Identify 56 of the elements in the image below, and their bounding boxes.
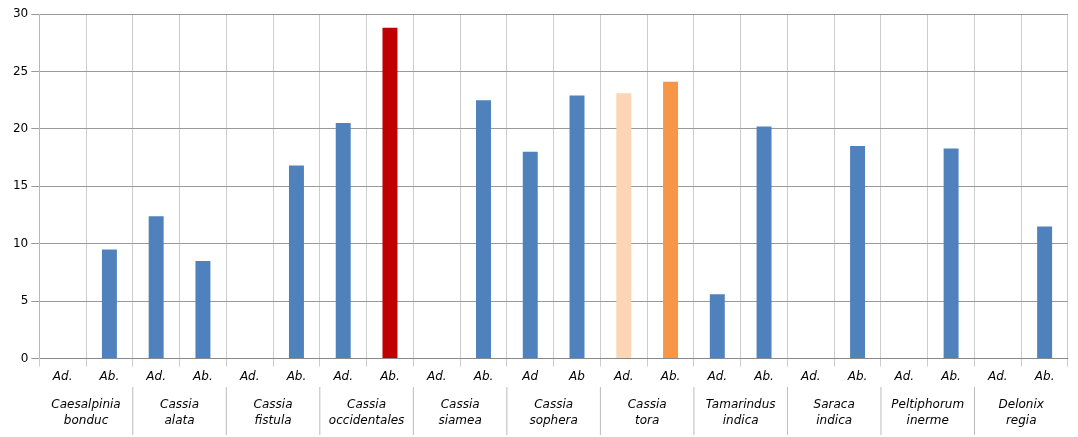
x-tick-label: Ab. [1033, 368, 1055, 383]
y-tick-label: 25 [12, 63, 29, 78]
text: Cassia siamea [438, 397, 482, 428]
bar [709, 294, 725, 359]
y-tick-label: 5 [20, 293, 29, 308]
x-tick-label: Ab. [753, 368, 774, 383]
bar [382, 27, 398, 359]
bar [663, 81, 679, 359]
y-tick-label: 10 [12, 235, 29, 250]
x-tick-label: Ad. [800, 368, 821, 383]
bar [943, 148, 959, 359]
text: Cassia sophera [529, 397, 578, 428]
bar [616, 93, 632, 359]
bar [288, 165, 304, 359]
y-tick-label: 30 [12, 6, 29, 21]
x-tick-label: Ad. [612, 368, 634, 383]
x-tick-label: Ad. [706, 368, 728, 383]
bar [195, 260, 211, 359]
bar [756, 126, 772, 359]
text: Cassia tora [627, 397, 667, 428]
x-tick-label: Ad. [893, 368, 915, 383]
bar [1037, 226, 1053, 359]
x-tick-label: Ab. [659, 368, 681, 383]
bar [569, 95, 585, 359]
text: Cassia fistula [253, 397, 293, 428]
text: Cassia occidentales [328, 397, 405, 428]
x-tick-label: Ad. [51, 368, 73, 383]
bar [522, 151, 538, 359]
x-tick-label: Ad. [332, 368, 354, 383]
x-tick-label: Ad. [238, 368, 260, 383]
text: Cassia alata [160, 397, 200, 428]
text: Tamarindus indica [705, 397, 776, 428]
x-tick-label: Ab. [285, 368, 307, 383]
x-tick-label: Ab. [98, 368, 120, 383]
x-tick-label: Ab [568, 368, 586, 383]
bar [476, 100, 491, 359]
bar [335, 123, 351, 359]
text: Caesalpinia bonduc [51, 397, 121, 428]
x-tick-label: Ab. [472, 368, 494, 383]
x-tick-label: Ab. [192, 368, 213, 383]
x-tick-label: Ab. [940, 368, 961, 383]
bar [850, 146, 866, 359]
y-tick-label: 15 [12, 178, 29, 193]
bar [101, 249, 117, 359]
x-tick-label: Ab. [846, 368, 868, 383]
x-tick-label: Ad. [987, 368, 1008, 383]
text: Peltiphorum inerme [891, 397, 965, 428]
y-tick-label: 0 [20, 350, 29, 365]
text: Delonix regia [998, 397, 1045, 428]
bar [148, 216, 164, 359]
x-tick-label: Ad. [145, 368, 166, 383]
x-tick-label: Ad [521, 368, 539, 383]
x-tick-label: Ad. [425, 368, 447, 383]
x-tick-label: Ab. [379, 368, 400, 383]
y-tick-label: 20 [12, 120, 29, 135]
text: Saraca indica [813, 397, 855, 428]
